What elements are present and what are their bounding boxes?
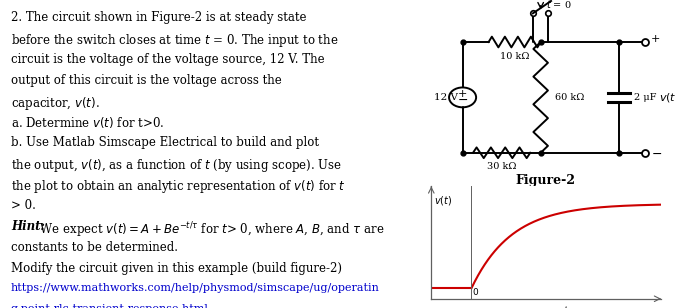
- Text: 30 kΩ: 30 kΩ: [487, 162, 516, 171]
- Text: output of this circuit is the voltage across the: output of this circuit is the voltage ac…: [11, 74, 282, 87]
- Text: 10 kΩ: 10 kΩ: [500, 51, 529, 61]
- Text: capacitor, $v(t)$.: capacitor, $v(t)$.: [11, 95, 99, 111]
- Text: 2 μF: 2 μF: [634, 93, 657, 102]
- Text: $v(t)$: $v(t)$: [433, 194, 452, 207]
- Text: before the switch closes at time $t$ = 0. The input to the: before the switch closes at time $t$ = 0…: [11, 32, 339, 49]
- Text: Modify the circuit given in this example (build figure-2): Modify the circuit given in this example…: [11, 262, 342, 275]
- Text: Figure-2: Figure-2: [516, 174, 576, 187]
- Text: We expect $v(t) = A + Be^{-t/\tau}$ for $t$> 0, where $A$, $B$, and $\tau$ are: We expect $v(t) = A + Be^{-t/\tau}$ for …: [36, 220, 385, 240]
- Text: Hint:: Hint:: [11, 220, 45, 233]
- Text: a. Determine $v(t)$ for t>0.: a. Determine $v(t)$ for t>0.: [11, 116, 164, 131]
- Text: 12 V: 12 V: [434, 93, 458, 102]
- Text: g-point-rlc-transient-response.html: g-point-rlc-transient-response.html: [11, 304, 209, 308]
- Text: +: +: [651, 34, 660, 44]
- Text: circuit is the voltage of the voltage source, 12 V. The: circuit is the voltage of the voltage so…: [11, 53, 324, 66]
- Text: the output, $v(t)$, as a function of $t$ (by using scope). Use: the output, $v(t)$, as a function of $t$…: [11, 157, 342, 174]
- Text: b. Use Matlab Simscape Electrical to build and plot: b. Use Matlab Simscape Electrical to bui…: [11, 136, 319, 149]
- Text: > 0.: > 0.: [11, 199, 36, 212]
- Text: 0: 0: [473, 288, 479, 297]
- Text: $t$ = 0: $t$ = 0: [546, 0, 572, 10]
- Text: 2. The circuit shown in Figure-2 is at steady state: 2. The circuit shown in Figure-2 is at s…: [11, 11, 306, 24]
- Text: +: +: [458, 89, 467, 99]
- Text: −: −: [651, 148, 662, 161]
- Text: the plot to obtain an analytic representation of $v(t)$ for $t$: the plot to obtain an analytic represent…: [11, 178, 345, 195]
- Text: https://www.mathworks.com/help/physmod/simscape/ug/operatin: https://www.mathworks.com/help/physmod/s…: [11, 283, 380, 293]
- Text: $t$: $t$: [563, 304, 569, 308]
- Text: constants to be determined.: constants to be determined.: [11, 241, 178, 254]
- Text: 60 kΩ: 60 kΩ: [555, 93, 584, 102]
- Text: $v(t)$: $v(t)$: [659, 91, 676, 104]
- Text: −: −: [458, 94, 468, 107]
